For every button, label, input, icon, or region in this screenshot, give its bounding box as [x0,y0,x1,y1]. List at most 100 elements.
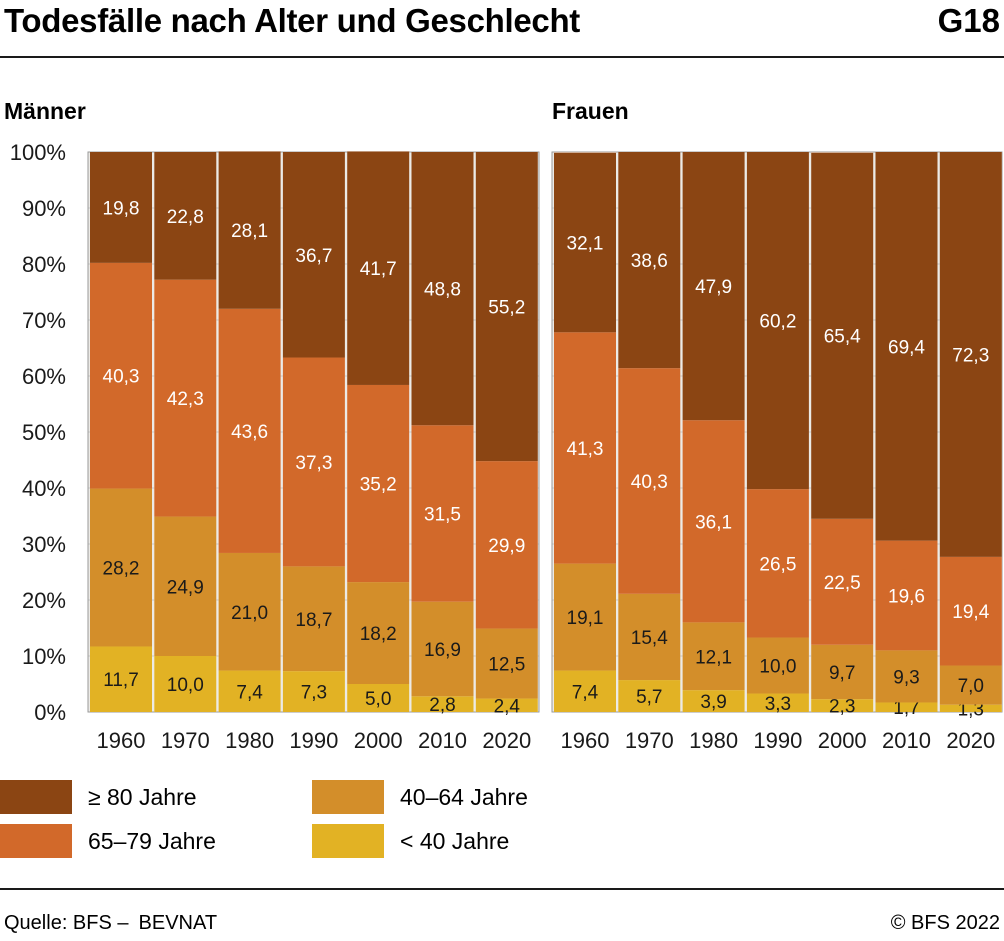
bar-data-label: 36,1 [695,512,732,533]
bar-segment [411,152,474,426]
bar-data-label: 11,7 [103,670,139,691]
y-tick-label: 80% [22,252,66,277]
bar-segment [90,488,152,647]
bar-segment [554,152,616,333]
bar-data-label: 42,3 [167,389,204,410]
bar-segment [411,425,474,602]
bar-segment [411,696,474,712]
bar-segment [554,332,616,564]
bar-data-label: 24,9 [167,577,204,598]
bar-segment [875,152,938,541]
bar-segment [154,656,217,712]
bar-data-label: 12,5 [488,655,525,676]
bar-data-label: 7,4 [236,682,263,703]
bar-segment [746,489,809,638]
bar-data-label: 37,3 [295,453,332,474]
bar-segment [218,552,281,671]
legend-swatch-65-79 [0,824,72,858]
bar-segment [618,152,681,369]
bar-data-label: 65,4 [824,327,861,348]
bar-data-label: 5,7 [636,687,662,708]
bar-segment [282,152,345,358]
bar-segment [746,693,809,712]
bar-segment [939,556,1002,666]
legend: ≥ 80 Jahre 40–64 Jahre 65–79 Jahre < 40 … [0,780,700,860]
bar-segment [875,650,938,703]
bar-segment [811,518,874,645]
bar-segment [282,357,345,567]
bar-segment [154,516,217,656]
bar-data-label: 10,0 [759,657,796,678]
bar-segment [154,152,217,280]
bar-data-label: 26,5 [759,554,796,575]
source-label: Quelle: BFS – [4,912,129,934]
y-tick-label: 40% [22,476,66,501]
x-tick-label: 1980 [225,728,274,753]
bar-segment [811,699,874,712]
bar-segment [475,152,538,462]
x-tick-label: 1990 [753,728,802,753]
bar-data-label: 12,1 [695,647,732,668]
bar-segment [682,622,745,691]
x-tick-label: 1970 [625,728,674,753]
bar-data-label: 5,0 [365,689,391,710]
bar-data-label: 18,7 [295,610,332,631]
bar-data-label: 7,3 [301,683,327,704]
bar-segment [939,152,1002,557]
bar-segment [939,665,1002,705]
bar-data-label: 43,6 [231,422,268,443]
bar-data-label: 38,6 [631,251,668,272]
bar-segment [875,702,938,712]
bar-data-label: 2,3 [829,697,855,718]
legend-label-under-40: < 40 Jahre [400,828,510,854]
bar-segment [90,262,152,489]
bar-segment [875,540,938,651]
bar-segment [682,152,745,421]
bar-data-label: 7,0 [958,676,984,697]
legend-swatch-80-plus [0,780,72,814]
y-tick-label: 70% [22,308,66,333]
y-tick-label: 10% [22,644,66,669]
stacked-bar-chart: 0% 10% 20% 30% 40% 50% 60% 70% 80% 90% 100% 11,7 28,… [10,140,1003,753]
source-name: BEVNAT [138,912,218,934]
bar-data-label: 19,8 [103,198,140,219]
bar-data-label: 19,4 [952,602,989,623]
bar-data-label: 18,2 [360,624,397,645]
bar-segment [939,704,1002,712]
bar-data-label: 35,2 [360,475,397,496]
bar-data-label: 22,8 [167,207,204,228]
bar-segment [347,151,410,385]
bar-segment [475,461,538,629]
legend-swatch-under-40 [312,824,384,858]
bar-data-label: 22,5 [824,573,861,594]
bar-data-label: 19,1 [567,608,604,629]
bar-data-label: 1,7 [893,698,919,719]
bar-segment [218,670,281,712]
bar-segment [90,152,152,263]
x-tick-label: 1960 [561,728,610,753]
legend-label-40-64: 40–64 Jahre [400,784,528,810]
chart-code: G18 [937,2,1000,39]
x-tick-label: 2000 [354,728,403,753]
y-tick-label: 50% [22,420,66,445]
bar-data-label: 40,3 [103,367,140,388]
footer-rule [0,888,1004,890]
x-tick-label: 1980 [689,728,738,753]
bar-data-label: 48,8 [424,280,461,301]
panel-title-maenner: Männer [4,98,86,124]
bar-segment [682,420,745,623]
bar-data-label: 21,0 [231,603,268,624]
bar-data-label: 9,7 [829,663,855,684]
bar-segment [218,308,281,553]
x-tick-label: 1960 [97,728,146,753]
bar-segment [218,151,281,309]
legend-label-80-plus: ≥ 80 Jahre [88,784,197,810]
bar-data-label: 10,0 [167,675,204,696]
bar-segment [746,637,809,694]
bar-segment [618,368,681,594]
bar-data-label: 36,7 [295,246,332,267]
bar-data-label: 3,9 [700,692,726,713]
y-tick-label: 0% [34,700,66,725]
bar-data-label: 60,2 [759,312,796,333]
x-tick-label: 2020 [482,728,531,753]
